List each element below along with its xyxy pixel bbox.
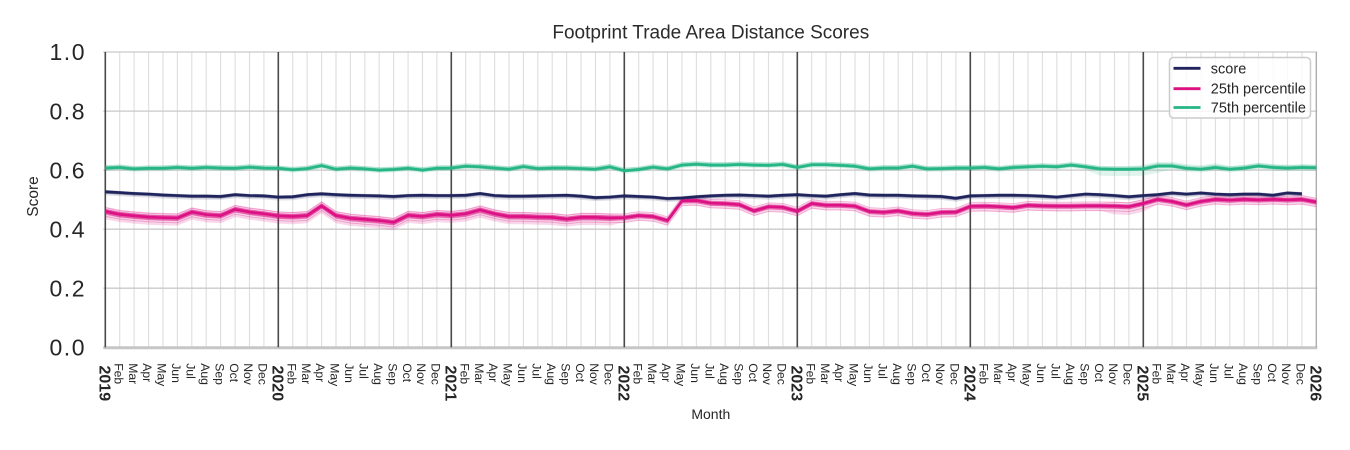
svg-text:Feb: Feb <box>457 363 471 384</box>
svg-text:Dec: Dec <box>775 363 789 385</box>
svg-text:Dec: Dec <box>948 363 962 385</box>
svg-text:Nov: Nov <box>587 363 601 386</box>
svg-text:Oct: Oct <box>746 363 760 383</box>
svg-text:Month: Month <box>691 406 730 422</box>
svg-text:May: May <box>847 363 861 387</box>
svg-text:2026: 2026 <box>1306 366 1323 402</box>
svg-text:Aug: Aug <box>544 363 558 385</box>
svg-text:Apr: Apr <box>486 363 500 382</box>
svg-text:Jul: Jul <box>1222 363 1236 379</box>
svg-text:Nov: Nov <box>414 363 428 386</box>
svg-text:Feb: Feb <box>111 363 125 384</box>
svg-text:2022: 2022 <box>614 366 631 402</box>
svg-text:Sep: Sep <box>385 363 399 385</box>
svg-text:Aug: Aug <box>717 363 731 385</box>
svg-text:May: May <box>1193 363 1207 387</box>
svg-text:75th percentile: 75th percentile <box>1211 101 1306 117</box>
svg-text:Sep: Sep <box>1250 363 1264 385</box>
svg-text:Oct: Oct <box>573 363 587 383</box>
svg-text:Mar: Mar <box>299 363 313 384</box>
svg-text:Sep: Sep <box>212 363 226 385</box>
svg-text:Jun: Jun <box>1207 363 1221 383</box>
svg-text:May: May <box>328 363 342 387</box>
svg-text:Feb: Feb <box>1149 363 1163 384</box>
svg-text:Jul: Jul <box>1049 363 1063 379</box>
svg-text:Oct: Oct <box>1265 363 1279 383</box>
svg-text:Aug: Aug <box>890 363 904 385</box>
svg-text:1.0: 1.0 <box>50 39 86 65</box>
svg-text:Footprint Trade Area Distance: Footprint Trade Area Distance Scores <box>552 23 869 44</box>
svg-text:Jul: Jul <box>184 363 198 379</box>
svg-text:Apr: Apr <box>659 363 673 382</box>
svg-text:2023: 2023 <box>787 366 804 402</box>
svg-text:Nov: Nov <box>760 363 774 386</box>
svg-text:Feb: Feb <box>284 363 298 384</box>
svg-text:Nov: Nov <box>933 363 947 386</box>
svg-text:score: score <box>1211 61 1246 77</box>
svg-text:0.2: 0.2 <box>50 275 86 301</box>
svg-text:Apr: Apr <box>1005 363 1019 382</box>
svg-text:Jul: Jul <box>530 363 544 379</box>
svg-text:Aug: Aug <box>1063 363 1077 385</box>
svg-text:Apr: Apr <box>1178 363 1192 382</box>
svg-text:Dec: Dec <box>256 363 270 385</box>
svg-text:Mar: Mar <box>472 363 486 384</box>
svg-text:2019: 2019 <box>95 366 112 402</box>
svg-text:Nov: Nov <box>241 363 255 386</box>
svg-text:Dec: Dec <box>602 363 616 385</box>
svg-text:Aug: Aug <box>1236 363 1250 385</box>
svg-text:Mar: Mar <box>645 363 659 384</box>
svg-text:May: May <box>1020 363 1034 387</box>
svg-text:0.6: 0.6 <box>50 157 86 183</box>
svg-text:Score: Score <box>25 176 42 217</box>
svg-text:Jun: Jun <box>688 363 702 383</box>
svg-text:Apr: Apr <box>313 363 327 382</box>
svg-text:2021: 2021 <box>441 366 458 402</box>
svg-text:May: May <box>155 363 169 387</box>
svg-text:Oct: Oct <box>1092 363 1106 383</box>
svg-text:0.8: 0.8 <box>50 98 86 124</box>
svg-text:Oct: Oct <box>227 363 241 383</box>
svg-text:2024: 2024 <box>960 366 977 402</box>
svg-text:Jun: Jun <box>515 363 529 383</box>
svg-text:Sep: Sep <box>1077 363 1091 385</box>
svg-text:May: May <box>674 363 688 387</box>
svg-text:Sep: Sep <box>904 363 918 385</box>
svg-text:0.4: 0.4 <box>50 216 86 242</box>
svg-text:2020: 2020 <box>268 366 285 402</box>
svg-text:Apr: Apr <box>832 363 846 382</box>
svg-text:Feb: Feb <box>803 363 817 384</box>
svg-text:Nov: Nov <box>1279 363 1293 386</box>
svg-text:Mar: Mar <box>1164 363 1178 384</box>
svg-text:Jun: Jun <box>861 363 875 383</box>
svg-text:Feb: Feb <box>630 363 644 384</box>
svg-text:Dec: Dec <box>1294 363 1308 385</box>
svg-text:Oct: Oct <box>919 363 933 383</box>
svg-text:Nov: Nov <box>1106 363 1120 386</box>
svg-text:Oct: Oct <box>400 363 414 383</box>
svg-text:Dec: Dec <box>1121 363 1135 385</box>
svg-text:Mar: Mar <box>991 363 1005 384</box>
svg-text:Apr: Apr <box>140 363 154 382</box>
svg-text:Jun: Jun <box>1034 363 1048 383</box>
svg-text:25th percentile: 25th percentile <box>1211 82 1306 98</box>
svg-text:Jun: Jun <box>342 363 356 383</box>
svg-text:Dec: Dec <box>429 363 443 385</box>
svg-text:Sep: Sep <box>731 363 745 385</box>
svg-text:0.0: 0.0 <box>50 335 86 361</box>
svg-text:Sep: Sep <box>558 363 572 385</box>
svg-text:Jul: Jul <box>876 363 890 379</box>
svg-text:Mar: Mar <box>126 363 140 384</box>
svg-text:Jul: Jul <box>703 363 717 379</box>
svg-text:Feb: Feb <box>976 363 990 384</box>
svg-text:Jul: Jul <box>357 363 371 379</box>
svg-text:Aug: Aug <box>198 363 212 385</box>
svg-text:Mar: Mar <box>818 363 832 384</box>
svg-text:Aug: Aug <box>371 363 385 385</box>
svg-text:Jun: Jun <box>169 363 183 383</box>
svg-text:May: May <box>501 363 515 387</box>
svg-text:2025: 2025 <box>1133 366 1150 402</box>
